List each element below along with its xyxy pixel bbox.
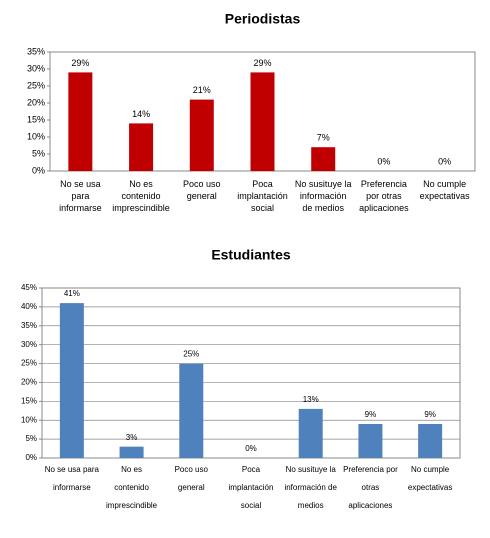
- y-tick-label: 35%: [21, 321, 37, 330]
- x-tick-label: No se usa para informarse: [44, 465, 99, 492]
- value-label: 21%: [193, 85, 211, 95]
- x-tick-label: Poco uso general: [174, 465, 208, 492]
- value-label: 9%: [365, 410, 377, 419]
- y-tick-label: 15%: [27, 114, 45, 124]
- y-tick-label: 10%: [21, 415, 37, 424]
- chart-title: Estudiantes: [211, 247, 291, 263]
- y-tick-label: 10%: [27, 131, 45, 141]
- y-tick-label: 30%: [21, 340, 37, 349]
- x-tick-label: No cumple expectativas: [407, 465, 453, 492]
- x-tick-label: No es contenido imprescindible: [112, 179, 170, 213]
- y-tick-label: 20%: [21, 378, 37, 387]
- value-label: 13%: [303, 395, 319, 404]
- bar: [179, 363, 204, 458]
- value-label: 9%: [424, 410, 436, 419]
- x-tick-label: Preferencia por otras aplicaciones: [359, 179, 409, 213]
- y-tick-label: 0%: [25, 453, 37, 462]
- x-tick-label: Poca implantación social: [237, 179, 288, 213]
- y-tick-label: 20%: [27, 97, 45, 107]
- value-label: 3%: [126, 433, 138, 442]
- value-label: 25%: [183, 350, 199, 359]
- y-tick-label: 15%: [21, 396, 37, 405]
- value-label: 7%: [317, 133, 330, 143]
- bar: [250, 72, 275, 171]
- bar: [119, 446, 144, 458]
- value-label: 14%: [132, 109, 150, 119]
- y-tick-label: 25%: [21, 359, 37, 368]
- bar: [418, 424, 443, 458]
- value-label: 29%: [71, 58, 89, 68]
- y-tick-label: 5%: [32, 148, 45, 158]
- x-tick-label: Poca implantación social: [228, 465, 274, 510]
- x-tick-label: Poco uso general: [183, 179, 221, 201]
- bar: [59, 303, 84, 458]
- x-tick-label: No susituye la información de medios: [284, 465, 337, 510]
- x-tick-label: Preferencia por otras aplicaciones: [343, 465, 398, 510]
- value-label: 0%: [245, 444, 257, 453]
- x-tick-label: No cumple expectativas: [419, 179, 470, 201]
- x-tick-label: No susituye la información de medios: [294, 179, 352, 213]
- bar: [358, 424, 383, 458]
- y-tick-label: 40%: [21, 302, 37, 311]
- y-tick-label: 35%: [27, 46, 45, 56]
- y-tick-label: 0%: [32, 165, 45, 175]
- value-label: 41%: [64, 289, 80, 298]
- x-tick-label: No se usa para informarse: [59, 179, 102, 213]
- bar: [311, 147, 336, 171]
- y-tick-label: 45%: [21, 283, 37, 292]
- plot-area: [41, 287, 461, 459]
- y-tick-label: 30%: [27, 63, 45, 73]
- bar: [68, 72, 93, 171]
- x-tick-label: No es contenido imprescindible: [105, 465, 158, 510]
- bar: [298, 408, 323, 458]
- chart-title: Periodistas: [225, 11, 301, 27]
- value-label: 0%: [377, 156, 390, 166]
- value-label: 29%: [253, 58, 271, 68]
- bar: [129, 123, 154, 171]
- value-label: 0%: [438, 156, 451, 166]
- y-tick-label: 25%: [27, 80, 45, 90]
- bar: [189, 99, 214, 171]
- y-tick-label: 5%: [25, 434, 37, 443]
